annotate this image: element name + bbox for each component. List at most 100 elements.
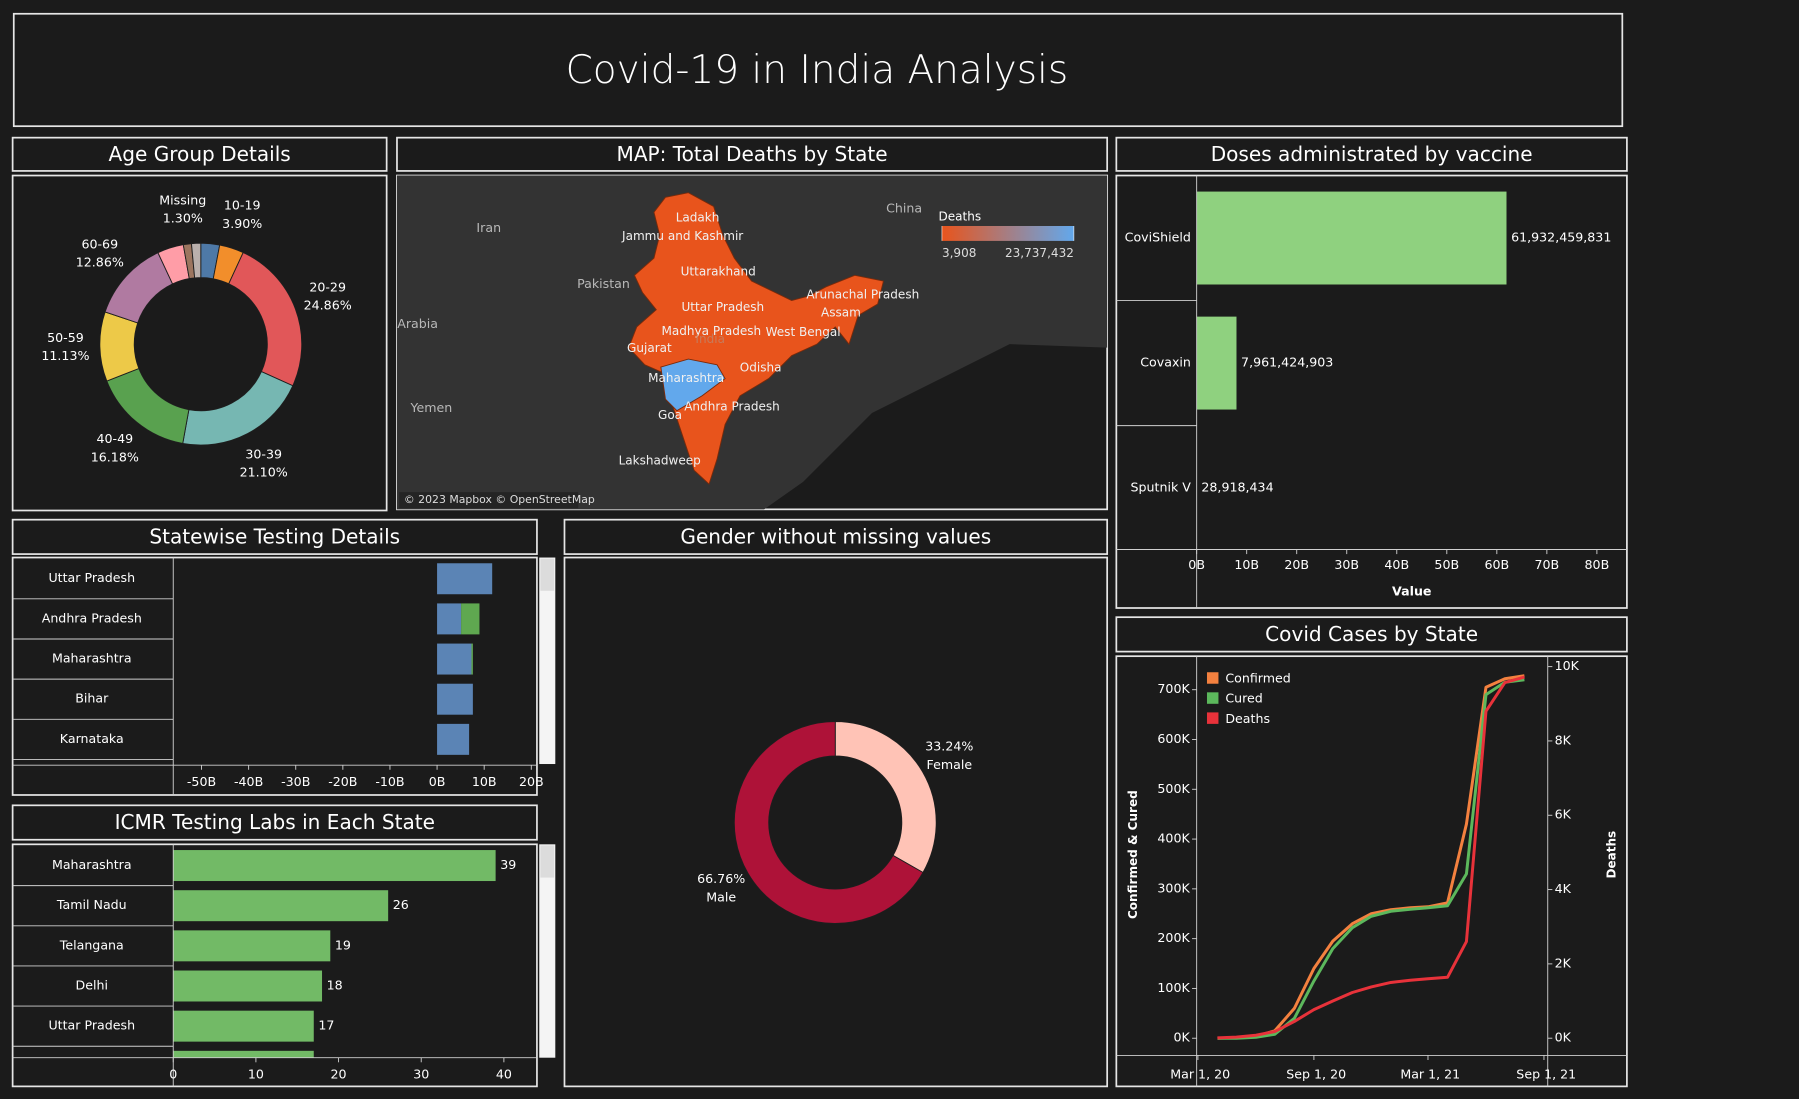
x-tick-label: 10 [248,1066,264,1081]
panel-header [11,518,538,555]
country-label: China [886,200,922,215]
state-label: Uttarakhand [681,264,756,278]
category-label: Telangana [59,937,124,952]
bar [1196,191,1507,285]
scrollbar-thumb[interactable] [540,558,555,591]
legend-label: Confirmed [1225,671,1290,686]
x-tick-label: 10B [472,774,497,789]
state-label: Madhya Pradesh [662,324,762,338]
state-label: Lakshadweep [619,454,701,468]
scrollbar-track[interactable] [539,557,556,765]
bar [173,850,496,882]
slice-value-label: 21.10% [240,465,288,480]
series-line [1217,678,1525,1040]
scrollbar-track[interactable] [539,844,556,1058]
scrollbar-thumb[interactable] [540,845,555,878]
state-label: Assam [821,306,861,320]
bar-segment [437,683,473,715]
x-tick-label: 20B [519,774,544,789]
state-label: India [695,332,725,346]
state-label: Arunachal Pradesh [806,287,919,301]
slice-value-label: 1.30% [163,211,203,226]
x-tick-label: 20B [1284,557,1309,572]
state-label: Ladakh [676,210,720,224]
attribution: © 2023 Mapbox © OpenStreetMap [404,493,595,506]
plot-area: Maharashtra 39 Tamil Nadu 26 Telangana 19 Delh… [12,850,516,1058]
bar-segment [461,603,480,635]
bar-value-label: 7,961,424,903 [1241,355,1333,370]
x-tick-label: -20B [328,774,357,789]
pie-slice [190,242,202,279]
legend-title: Deaths [939,209,982,223]
state-label: Gujarat [627,341,672,355]
india-shape [628,192,884,485]
x-tick-label: 40B [1384,557,1409,572]
panel-title: Doses administrated by vaccine [1211,142,1533,166]
country-label: Pakistan [577,276,630,291]
x-tick-label: Sep 1, 21 [1516,1066,1576,1081]
bar-segment [437,723,470,755]
y-tick-label: 0K [1173,1030,1190,1045]
x-tick-label: Mar 1, 21 [1400,1066,1460,1081]
y-tick-label: 300K [1157,880,1190,895]
slice-category: Female [927,757,973,772]
panel-header [396,136,1109,172]
state-label: West Bengal [766,325,841,339]
bar-value-label: 18 [327,978,343,993]
panel-header [563,518,1109,555]
x-tick-label: Sep 1, 20 [1286,1066,1346,1081]
panel-body [11,843,538,1088]
y-tick-label: 500K [1157,781,1190,796]
x-axis-title: Value [1392,583,1431,598]
state-label: Maharashtra [648,371,724,385]
x-tick-label: 0B [429,774,446,789]
bar-value-label: 61,932,459,831 [1511,230,1611,245]
panel-title: Gender without missing values [680,525,991,549]
slice-value-label: 11.13% [41,348,89,363]
slice-category: Male [706,890,736,905]
category-label: Karnataka [60,731,124,746]
x-tick-label: 0B [1188,557,1205,572]
slice-category: 50-59 [47,330,84,345]
category-label: Tamil Nadu [56,897,127,912]
panel-body [1115,174,1628,609]
x-tick-label: 0 [169,1066,177,1081]
panel-body [11,174,388,512]
x-tick-label: 10B [1234,557,1259,572]
bar-segment [471,643,473,675]
bar-segment [437,603,462,635]
x-tick-label: -40B [234,774,263,789]
panel-title: MAP: Total Deaths by State [617,142,888,166]
legend-swatch [1206,692,1219,704]
bar [173,1050,314,1058]
legend-label: Cured [1225,691,1262,706]
state-label: Andhra Pradesh [684,400,780,414]
bar-value-label: 17 [318,1018,334,1033]
legend-ramp [941,225,1074,241]
panel-header [1115,136,1628,172]
y2-axis-title: Deaths [1604,831,1618,879]
bar-segment [437,643,472,675]
x-tick-label: 30B [1334,557,1359,572]
bar [173,890,389,922]
legend-swatch [1206,712,1219,724]
x-tick-label: -50B [187,774,216,789]
legend-label: Deaths [1225,711,1270,726]
slice-category: Missing [159,192,206,207]
slice-category: 20-29 [309,279,346,294]
bar [173,930,331,962]
plot-area: Uttar Pradesh Andhra Pradesh Maharashtra Bi… [12,563,493,760]
panel-title: Covid Cases by State [1265,622,1478,646]
pie-slice [733,721,924,924]
slice-category: 10-19 [224,198,261,213]
bar-value-label: 19 [335,937,351,952]
y-tick-label: 0K [1555,1030,1572,1045]
state-label: Jammu and Kashmir [621,229,743,243]
slice-category: 60-69 [81,236,118,251]
x-tick-label: 60B [1484,557,1509,572]
y-tick-label: 200K [1157,930,1190,945]
y-tick-label: 700K [1157,681,1190,696]
category-label: Maharashtra [52,857,132,872]
